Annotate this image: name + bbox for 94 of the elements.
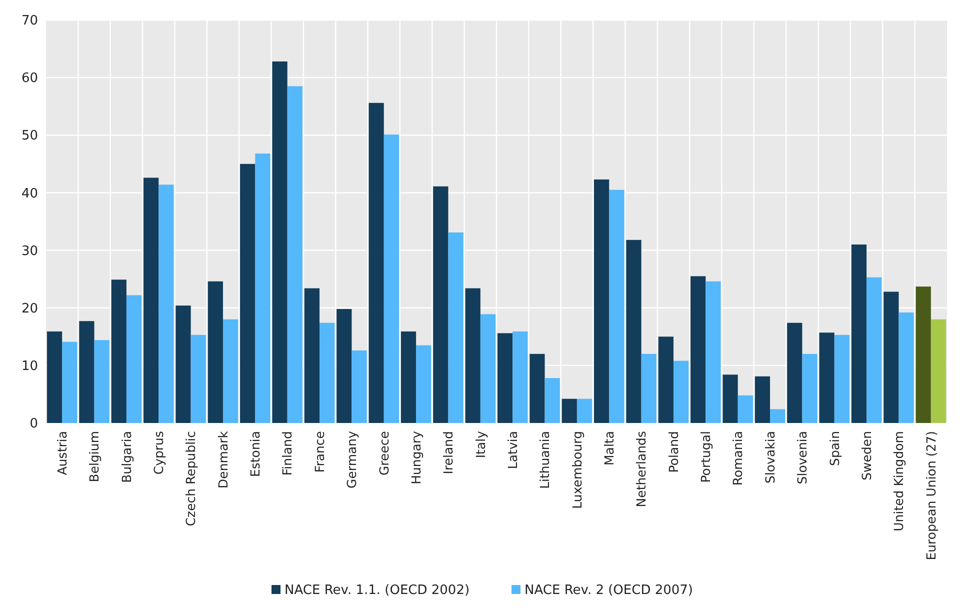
- x-tick-label: United Kingdom: [891, 431, 906, 532]
- bar: [368, 102, 384, 423]
- y-tick-label: 60: [21, 71, 38, 86]
- bar: [884, 292, 899, 423]
- x-tick-label: France: [312, 430, 327, 473]
- bar: [641, 354, 656, 423]
- bar: [94, 340, 110, 423]
- bar: [706, 281, 721, 423]
- bar: [819, 332, 834, 423]
- legend-label: NACE Rev. 1.1. (OECD 2002): [284, 583, 470, 598]
- y-tick-label: 0: [30, 416, 38, 432]
- bar: [497, 333, 513, 423]
- bar: [851, 244, 867, 423]
- x-tick-label: Slovenia: [794, 431, 810, 484]
- x-tick-label: Estonia: [248, 431, 263, 478]
- x-tick-label: Ireland: [440, 431, 456, 474]
- x-tick-label: Luxembourg: [569, 431, 584, 509]
- bar: [834, 334, 850, 423]
- x-tick-label: Belgium: [86, 431, 102, 482]
- bar: [208, 281, 223, 423]
- x-tick-label: Germany: [344, 430, 360, 488]
- x-tick-label: Czech Republic: [183, 430, 198, 526]
- y-tick-label: 50: [21, 128, 38, 144]
- x-tick-label: Denmark: [215, 430, 230, 488]
- x-tick-label: Sweden: [858, 431, 874, 480]
- bar: [576, 398, 592, 423]
- bar: [562, 398, 577, 423]
- bar: [754, 376, 770, 423]
- bar: [304, 288, 320, 423]
- bar: [46, 331, 62, 423]
- bar: [400, 331, 416, 423]
- bar: [255, 154, 270, 423]
- x-tick-label: Romania: [730, 431, 746, 486]
- bar: [287, 86, 302, 423]
- y-tick-label: 70: [21, 14, 38, 29]
- x-tick-label: Bulgaria: [118, 431, 134, 483]
- bar: [111, 280, 126, 423]
- bar: [626, 240, 642, 423]
- x-tick-label: European Union (27): [923, 431, 938, 560]
- bar: [658, 336, 674, 423]
- bar: [448, 232, 464, 423]
- bar: [916, 286, 931, 423]
- bar: [770, 409, 786, 423]
- bar: [62, 342, 78, 423]
- bar: [465, 288, 480, 423]
- bar: [144, 178, 159, 423]
- bar: [240, 164, 256, 423]
- bar: [336, 309, 352, 423]
- bar: [352, 350, 367, 423]
- x-tick-label: Netherlands: [634, 431, 649, 508]
- bar: [320, 322, 335, 423]
- bar: [802, 354, 818, 423]
- bar: [512, 331, 528, 423]
- bar: [79, 321, 94, 423]
- x-tick-label: Slovakia: [762, 431, 778, 484]
- bar: [190, 334, 206, 423]
- x-tick-label: Finland: [280, 431, 295, 476]
- bar: [722, 374, 738, 423]
- bar: [738, 395, 753, 423]
- x-tick-label: Italy: [472, 430, 488, 458]
- bar: [898, 312, 914, 423]
- x-tick-label: Spain: [826, 431, 842, 466]
- bar: [866, 277, 882, 423]
- x-tick-label: Latvia: [504, 431, 520, 470]
- x-tick-label: Cyprus: [151, 431, 166, 475]
- bar: [176, 306, 191, 423]
- y-tick-label: 30: [21, 244, 38, 259]
- bar: [158, 184, 174, 423]
- bar: [787, 322, 802, 423]
- bar: [609, 190, 624, 423]
- x-tick-label: Greece: [376, 430, 392, 476]
- bar: [480, 314, 496, 423]
- x-tick-label: Lithuania: [537, 431, 552, 489]
- y-tick-label: 10: [21, 358, 38, 374]
- legend-label: NACE Rev. 2 (OECD 2007): [524, 583, 694, 598]
- x-tick-label: Austria: [54, 431, 70, 476]
- bar: [930, 319, 946, 423]
- x-tick-label: Portugal: [698, 431, 714, 483]
- x-tick-label: Malta: [602, 431, 616, 466]
- y-tick-label: 40: [21, 186, 38, 202]
- bar: [126, 295, 142, 423]
- x-tick-label: Poland: [666, 431, 681, 473]
- x-tick-label: Hungary: [408, 430, 424, 484]
- bar: [594, 179, 610, 423]
- bar: [544, 378, 560, 423]
- bar: [384, 134, 399, 423]
- bar: [433, 186, 448, 423]
- bar: [690, 276, 706, 423]
- bar: [416, 345, 432, 423]
- y-tick-label: 20: [21, 301, 38, 316]
- bar: [222, 319, 238, 423]
- bar: [673, 360, 689, 423]
- bar: [272, 61, 288, 423]
- bar: [530, 354, 545, 423]
